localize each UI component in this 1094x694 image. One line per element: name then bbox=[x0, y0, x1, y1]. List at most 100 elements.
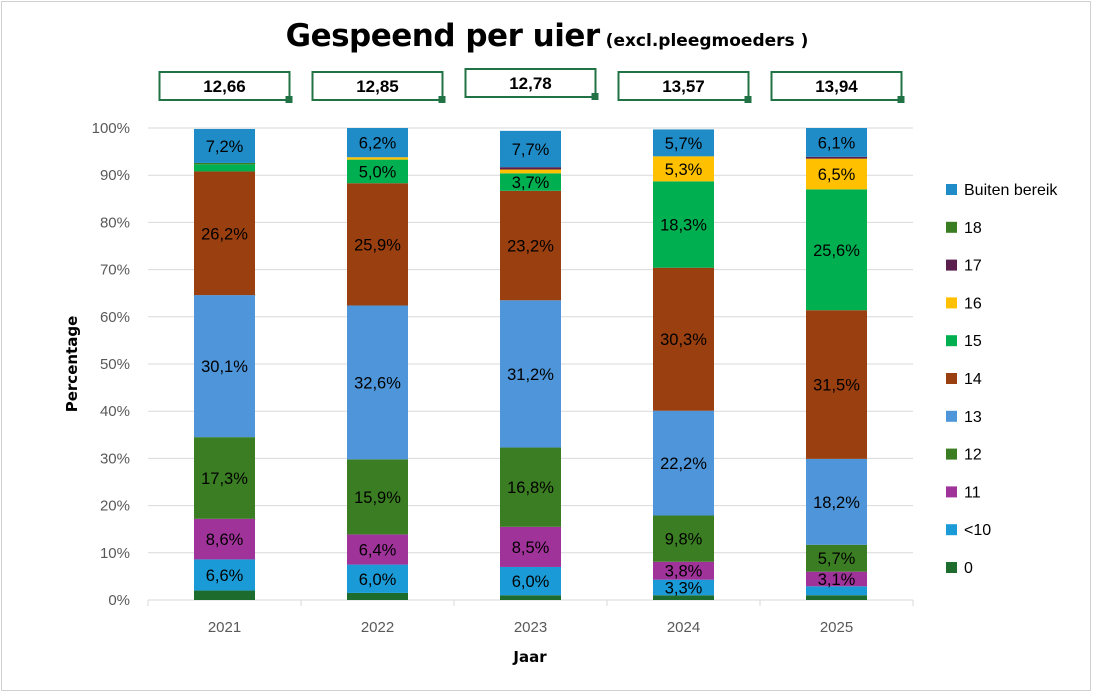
legend-label: 14 bbox=[964, 371, 982, 388]
title-subtitle: (excl.pleegmoeders ) bbox=[605, 31, 809, 51]
data-label: 23,2% bbox=[507, 238, 554, 256]
bar-segment bbox=[500, 566, 561, 596]
data-label: 6,0% bbox=[512, 573, 550, 591]
bar-segment bbox=[347, 592, 408, 600]
data-label: 7,7% bbox=[512, 141, 550, 159]
data-label: 16,8% bbox=[507, 479, 554, 497]
legend-label: 11 bbox=[964, 484, 981, 501]
average-value: 13,57 bbox=[662, 77, 705, 96]
legend-swatch bbox=[946, 221, 957, 233]
data-label: 7,2% bbox=[206, 138, 244, 156]
average-box-handle bbox=[438, 96, 446, 103]
legend-swatch bbox=[946, 448, 957, 460]
y-tick-label: 80% bbox=[100, 214, 130, 231]
y-tick-label: 20% bbox=[100, 498, 130, 515]
bar-segment bbox=[347, 183, 408, 306]
y-tick-label: 70% bbox=[100, 262, 130, 279]
data-label: 8,6% bbox=[206, 531, 244, 549]
bar-segment bbox=[194, 559, 255, 591]
y-tick-label: 40% bbox=[100, 403, 130, 420]
legend-swatch bbox=[946, 486, 957, 498]
legend-label: 17 bbox=[964, 258, 982, 275]
y-tick-label: 60% bbox=[100, 309, 130, 326]
bar-segment bbox=[653, 129, 714, 157]
data-label: 6,4% bbox=[359, 541, 397, 559]
bar-segment bbox=[806, 189, 867, 311]
legend-label: 18 bbox=[964, 220, 982, 237]
legend-swatch bbox=[946, 297, 957, 309]
legend-label: 13 bbox=[964, 409, 982, 426]
data-label: 8,5% bbox=[512, 539, 550, 557]
y-tick-label: 100% bbox=[92, 120, 130, 137]
x-tick-label: 2024 bbox=[667, 619, 700, 636]
data-label: 3,1% bbox=[818, 571, 856, 589]
y-tick-label: 30% bbox=[100, 450, 130, 467]
bar-segment bbox=[653, 181, 714, 268]
y-tick-label: 90% bbox=[100, 167, 130, 184]
bar-segment bbox=[347, 305, 408, 460]
chart-title: Gespeend per uier (excl.pleegmoeders ) bbox=[0, 18, 1094, 54]
bar-segment bbox=[500, 167, 561, 170]
legend-label: 12 bbox=[964, 447, 982, 464]
average-box-handle bbox=[744, 96, 752, 103]
bar-segment bbox=[806, 158, 867, 190]
legend-label: Buiten bereik bbox=[964, 182, 1058, 199]
bar-segment bbox=[500, 130, 561, 168]
data-label: 3,3% bbox=[665, 579, 703, 597]
bar-segment bbox=[194, 518, 255, 560]
bar-segment bbox=[347, 159, 408, 184]
y-tick-label: 10% bbox=[100, 545, 130, 562]
bar-segment bbox=[194, 171, 255, 296]
data-label: 6,2% bbox=[359, 135, 397, 153]
bar-segment bbox=[653, 410, 714, 516]
data-label: 18,3% bbox=[660, 217, 707, 235]
data-label: 25,9% bbox=[354, 236, 401, 254]
legend-label: 16 bbox=[964, 295, 982, 312]
bar-segment bbox=[194, 437, 255, 519]
data-label: 6,0% bbox=[359, 571, 397, 589]
bar-segment bbox=[500, 526, 561, 567]
average-box bbox=[464, 68, 597, 98]
average-value: 12,85 bbox=[356, 77, 399, 96]
y-tick-label: 50% bbox=[100, 356, 130, 373]
bar-segment bbox=[347, 534, 408, 565]
data-label: 31,5% bbox=[813, 377, 860, 395]
legend-swatch bbox=[946, 410, 957, 422]
data-label: 31,2% bbox=[507, 366, 554, 384]
bar-segment bbox=[500, 447, 561, 527]
bar-segment bbox=[347, 564, 408, 593]
bar-segment bbox=[500, 190, 561, 301]
bar-segment bbox=[653, 579, 714, 596]
legend-label: 15 bbox=[964, 333, 982, 350]
average-box bbox=[770, 71, 903, 101]
bar-segment bbox=[194, 164, 255, 172]
legend-swatch bbox=[946, 259, 957, 271]
bar-segment bbox=[806, 156, 867, 159]
x-tick-label: 2021 bbox=[208, 619, 241, 636]
bar-segment bbox=[806, 571, 867, 587]
average-box bbox=[617, 71, 750, 101]
y-tick-label: 0% bbox=[108, 592, 130, 609]
average-box bbox=[311, 71, 444, 101]
bar-segment bbox=[806, 595, 867, 600]
x-tick-label: 2023 bbox=[514, 619, 547, 636]
bar-segment bbox=[806, 586, 867, 596]
average-value: 12,66 bbox=[203, 77, 246, 96]
bar-segment bbox=[806, 544, 867, 572]
bar-segment bbox=[500, 173, 561, 191]
average-box-handle bbox=[897, 96, 905, 103]
legend-swatch bbox=[946, 335, 957, 347]
data-label: 5,7% bbox=[665, 135, 703, 153]
bar-segment bbox=[806, 128, 867, 157]
x-tick-label: 2025 bbox=[820, 619, 853, 636]
legend-swatch bbox=[946, 524, 957, 536]
bar-segment bbox=[806, 458, 867, 545]
data-label: 17,3% bbox=[201, 470, 248, 488]
bar-segment bbox=[653, 156, 714, 182]
bar-segment bbox=[500, 169, 561, 174]
bar-segment bbox=[653, 595, 714, 600]
bar-segment bbox=[347, 157, 408, 160]
data-label: 5,0% bbox=[359, 163, 397, 181]
